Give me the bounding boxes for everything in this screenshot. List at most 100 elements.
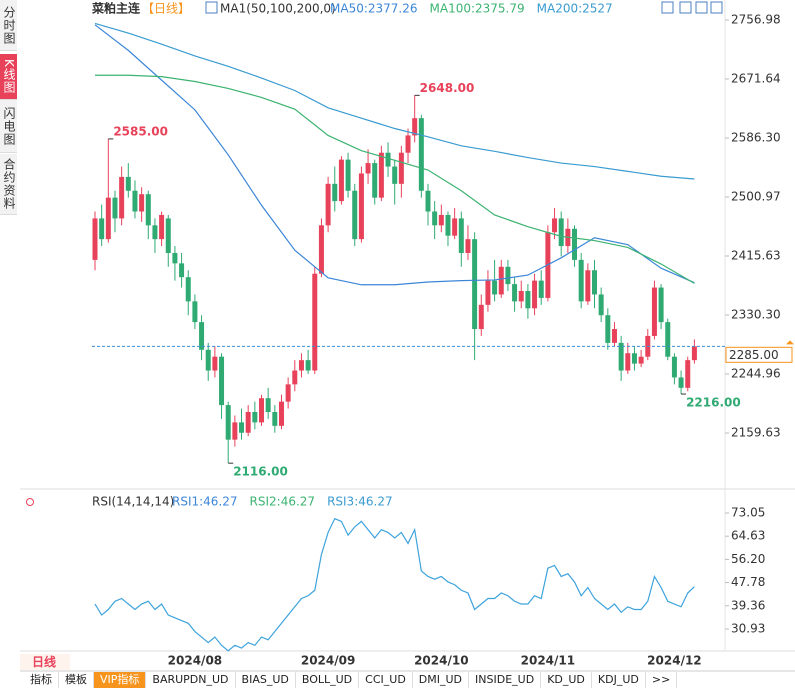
candle-body	[492, 280, 498, 295]
ma-line	[95, 74, 695, 284]
candle-body	[405, 135, 411, 153]
x-tick-label: 2024/11	[521, 654, 575, 668]
toolbar-item[interactable]: VIP指标	[94, 672, 147, 688]
toolbar-item[interactable]: KDJ_UD	[592, 672, 646, 688]
toolbar-item[interactable]: 模板	[59, 672, 94, 688]
y-tick-label: 73.05	[731, 506, 765, 520]
candle-body	[139, 194, 145, 212]
candle-body	[465, 239, 471, 253]
settings-icon[interactable]	[26, 498, 34, 506]
candle-body	[259, 398, 264, 423]
candle-body	[285, 384, 291, 402]
candle-body	[199, 322, 205, 350]
candle-body	[325, 183, 331, 226]
candle-body	[239, 422, 245, 433]
annotation: 2585.00	[113, 124, 168, 138]
y-tick-label: 2500.97	[731, 189, 781, 203]
candle-body	[432, 211, 438, 226]
candle-body	[638, 356, 644, 364]
candle-body	[525, 291, 531, 309]
annotation: 2216.00	[686, 396, 741, 410]
toolbar-item[interactable]: >>	[646, 672, 678, 688]
chart-title: 菜粕主连	[91, 1, 141, 16]
candle-body	[185, 277, 191, 302]
toolbar-item[interactable]: BIAS_UD	[236, 672, 296, 688]
candle-body	[385, 152, 391, 167]
candle-body	[671, 356, 677, 378]
last-price-marker	[786, 340, 794, 345]
candle-body	[292, 370, 298, 385]
y-tick-label: 2415.63	[731, 249, 781, 263]
y-tick-label: 64.63	[731, 529, 765, 543]
candle-body	[345, 159, 351, 191]
candle-body	[685, 360, 691, 388]
y-tick-label: 2756.98	[731, 12, 781, 26]
candle-body	[631, 353, 637, 364]
candle-body	[392, 166, 398, 184]
candle-body	[272, 412, 278, 426]
candle-body	[179, 263, 185, 278]
rsi-line	[94, 517, 695, 652]
period-tab[interactable]: 日线	[20, 654, 70, 670]
candle-body	[352, 190, 358, 240]
candle-body	[418, 118, 424, 191]
toolbar-item[interactable]: BOLL_UD	[296, 672, 360, 688]
candle-body	[278, 401, 284, 426]
toolbar-item[interactable]: DMI_UD	[413, 672, 470, 688]
candle-body	[212, 356, 218, 371]
toolbar-item[interactable]: BARUPDN_UD	[146, 672, 236, 688]
candle-body	[458, 218, 464, 253]
candle-body	[119, 176, 125, 219]
candle-body	[245, 412, 251, 433]
candle-body	[358, 173, 364, 240]
legend-item: MA100:2375.79	[430, 2, 525, 16]
toolbar-item[interactable]: 指标	[24, 672, 59, 688]
candle-body	[585, 270, 591, 302]
side-tab[interactable]: K线图	[0, 54, 17, 100]
side-tab[interactable]: 合约资料	[0, 154, 17, 215]
candle-body	[678, 377, 684, 388]
toolbar-icons[interactable]	[661, 1, 723, 14]
candle-body	[538, 280, 544, 298]
candle-body	[665, 322, 671, 357]
ma-icon[interactable]	[205, 1, 218, 14]
candle-body	[192, 301, 198, 323]
candle-body	[99, 218, 105, 240]
side-tab[interactable]: 闪电图	[0, 100, 17, 153]
candle-body	[105, 197, 111, 240]
candle-body	[558, 218, 564, 247]
x-tick-label: 2024/10	[414, 654, 468, 668]
indicator: MA1(50,100,200,0)	[220, 2, 336, 16]
legend-item: MA50:2377.26	[330, 2, 418, 16]
toolbar-item[interactable]: INSIDE_UD	[469, 672, 542, 688]
candle-body	[605, 315, 611, 343]
y-tick-label: 2159.63	[731, 426, 781, 440]
toolbar-item[interactable]: KD_UD	[541, 672, 592, 688]
candle-body	[425, 190, 431, 212]
y-tick-label: 56.20	[731, 552, 765, 566]
candle-body	[338, 159, 344, 202]
candle-body	[572, 228, 578, 260]
candle-body	[145, 194, 151, 226]
candle-body	[232, 422, 238, 440]
rsi-title: RSI(14,14,14)	[92, 495, 174, 509]
y-tick-label: 2586.30	[731, 130, 781, 144]
candle-body	[651, 287, 657, 336]
candle-body	[372, 163, 378, 198]
candle-body	[318, 225, 324, 274]
candle-body	[125, 176, 131, 191]
candle-body	[485, 280, 491, 305]
ma-line	[94, 24, 695, 286]
candle-body	[398, 152, 404, 184]
toolbar-item[interactable]: CCI_UD	[359, 672, 413, 688]
legend-item: MA200:2527	[537, 2, 613, 16]
candle-body	[472, 239, 478, 330]
y-tick-label: 2330.30	[731, 308, 781, 322]
candle-body	[305, 360, 311, 371]
candle-body	[598, 294, 604, 316]
y-tick-label: 47.78	[731, 575, 765, 589]
side-tab[interactable]: 分时图	[0, 0, 17, 51]
candle-body	[219, 356, 225, 406]
candle-body	[512, 284, 518, 302]
candle-body	[452, 218, 458, 236]
